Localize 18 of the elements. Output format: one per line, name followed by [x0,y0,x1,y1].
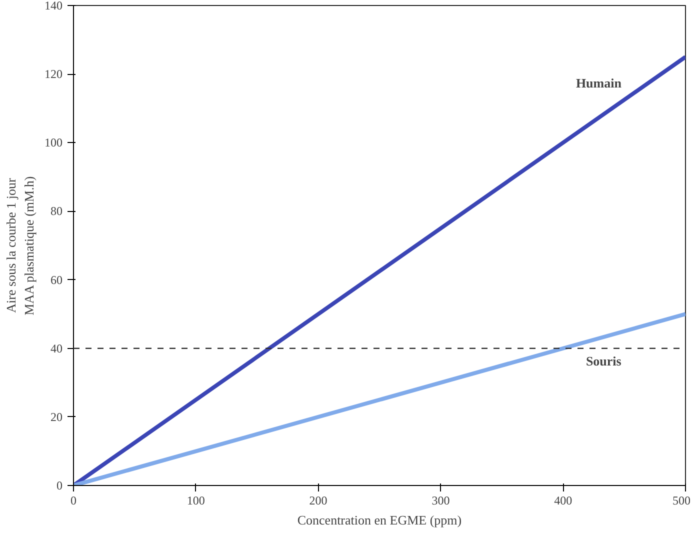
x-tick-label: 100 [186,494,205,508]
y-tick-label: 80 [50,204,62,218]
y-tick-label: 40 [50,341,62,356]
x-tick-label: 200 [309,494,328,508]
x-axis-title: Concentration en EGME (ppm) [297,512,462,528]
series-label: Humain [576,76,622,91]
x-tick-label: 400 [554,494,572,508]
y-tick-label: 60 [50,272,62,287]
y-axis-title: Aire sous la courbe 1 jour MAA plasmatique (mM.h) [4,176,36,316]
y-tick-label: 20 [50,410,62,424]
y-tick-label: 120 [44,67,62,82]
x-tick-label: 500 [672,494,690,508]
y-tick-label: 100 [44,136,62,150]
series-label: Souris [586,353,622,368]
y-tick-label: 0 [56,478,62,492]
x-tick-label: 0 [70,494,76,508]
x-tick-label: 300 [432,494,450,508]
y-tick-label: 140 [44,0,62,12]
